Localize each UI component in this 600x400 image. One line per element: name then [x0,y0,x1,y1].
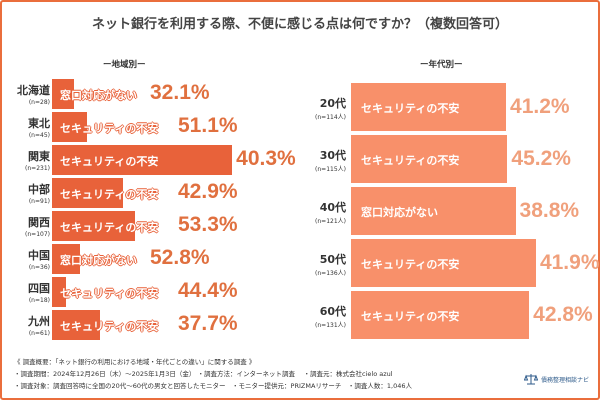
age-answer: セキュリティの不安 [361,258,460,271]
region-name: 中部 [28,183,50,196]
age-n: (n=131人) [315,322,346,329]
scales-icon [524,374,538,385]
region-value: 32.1% [150,81,210,104]
region-value: 40.3% [236,147,296,170]
age-label: 20代 (n=114人) [298,95,346,121]
region-answer: 窓口対応がない [60,89,137,102]
region-label: 北海道 (n=28) [2,82,50,106]
region-label: 中部 (n=91) [2,181,50,205]
logo-text: 債務整理相談ナビ [541,376,590,384]
age-answer: 窓口対応がない [361,206,438,219]
age-answer: セキュリティの不安 [361,102,460,115]
region-answer: セキュリティの不安 [60,221,159,234]
logo: 債務整理相談ナビ [524,373,589,385]
survey-footer: 《 調査概要：「ネット銀行の利用における地域・年代ごとの違い」に関する調査 》 … [14,356,412,392]
age-n: (n=121人) [315,218,346,225]
region-label: 九州 (n=61) [2,313,50,337]
region-bar [52,112,88,142]
region-label: 関西 (n=107) [2,214,50,238]
region-value: 53.3% [178,213,238,236]
age-label: 40代 (n=121人) [298,199,346,225]
region-bar [52,145,233,175]
region-answer: 窓口対応がない [60,254,137,267]
age-label: 60代 (n=131人) [298,303,346,329]
region-n: (n=107) [25,231,50,238]
region-name: 北海道 [17,84,50,97]
chart-title: ネット銀行を利用する際、不便に感じる点は何ですか？（複数回答可） [91,17,508,32]
age-value: 41.9% [539,251,600,274]
age-label: 30代 (n=115人) [298,147,346,173]
age-bar [351,239,536,287]
region-bar [52,277,67,307]
region-n: (n=36) [28,264,50,271]
age-value: 41.2% [510,95,570,118]
region-value: 51.1% [178,114,238,137]
region-answer: セキュリティの不安 [60,188,159,201]
footer-line-1: 《 調査概要：「ネット銀行の利用における地域・年代ごとの違い」に関する調査 》 [14,358,256,366]
region-label: 四国 (n=18) [2,280,50,304]
region-answer: セキュリティの不安 [60,320,159,333]
age-name: 40代 [319,201,346,214]
region-section-title: ー地域別ー [103,60,146,70]
region-value: 44.4% [178,279,238,302]
age-bar [351,187,516,235]
age-value: 42.8% [533,303,593,326]
region-n: (n=18) [28,297,50,304]
age-section-title: ー年代別ー [420,60,463,70]
region-n: (n=61) [28,330,50,337]
region-name: 関西 [28,216,50,229]
region-bar [52,79,74,109]
region-bar [52,211,136,241]
age-name: 50代 [319,253,346,266]
age-answer: セキュリティの不安 [361,310,460,323]
region-name: 中国 [28,249,50,262]
region-n: (n=28) [28,99,50,106]
region-bar [52,244,81,274]
age-label: 50代 (n=136人) [298,251,346,277]
age-n: (n=136人) [315,270,346,277]
region-name: 東北 [28,117,50,130]
region-n: (n=91) [28,198,50,205]
region-name: 四国 [28,282,50,295]
region-label: 中国 (n=36) [2,247,50,271]
age-answer: セキュリティの不安 [361,154,460,167]
footer-line-2: ・調査期間：2024年12月26日（木）～2025年1月3日（金） ・調査方法：… [14,370,393,378]
region-answer: セキュリティの不安 [60,155,159,168]
region-bar [52,310,100,340]
region-label: 関東 (n=231) [2,148,50,172]
age-value: 38.8% [519,199,580,222]
age-bar [351,291,530,339]
age-n: (n=115人) [315,166,346,173]
region-label: 東北 (n=45) [2,115,50,139]
age-name: 20代 [319,97,346,110]
age-bar [351,135,508,183]
age-name: 30代 [319,149,346,162]
age-n: (n=114人) [315,114,346,121]
region-answer: セキュリティの不安 [60,122,159,135]
age-bar [351,83,507,131]
region-name: 関東 [28,150,50,163]
region-n: (n=231) [25,165,50,172]
region-value: 42.9% [178,180,238,203]
region-name: 九州 [28,315,50,328]
age-name: 60代 [319,305,346,318]
region-answer: セキュリティの不安 [60,287,159,300]
age-value: 45.2% [511,147,571,170]
region-bar [52,178,123,208]
footer-line-3: ・調査対象：調査回答時に全国の20代～60代の男女と回答したモニター ・モニター… [14,382,413,390]
region-value: 52.8% [150,246,210,269]
region-value: 37.7% [178,312,238,335]
region-n: (n=45) [28,132,50,139]
